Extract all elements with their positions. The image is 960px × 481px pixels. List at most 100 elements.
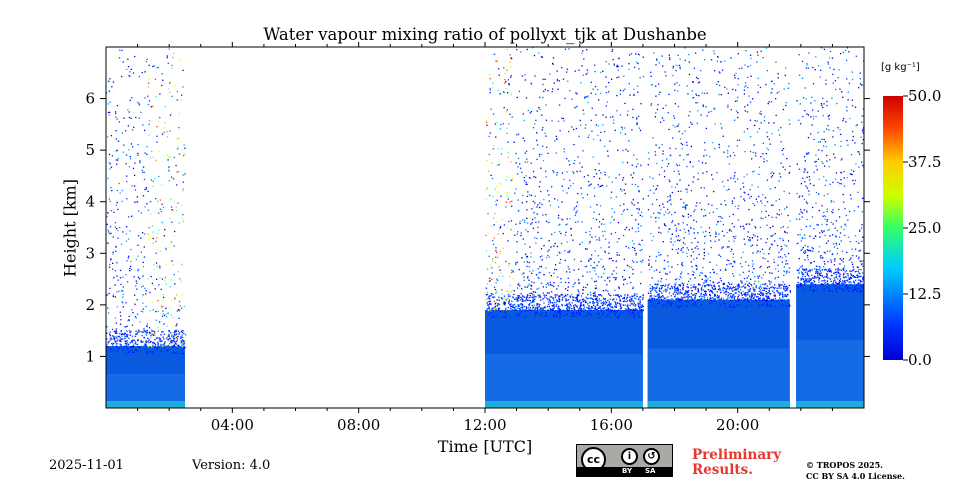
data-point	[122, 333, 124, 335]
data-point	[685, 290, 687, 292]
data-point	[588, 305, 590, 307]
data-point	[773, 122, 775, 124]
data-point	[784, 74, 786, 77]
data-point	[833, 246, 836, 248]
data-point	[495, 60, 497, 62]
data-point	[803, 209, 806, 211]
data-point	[801, 195, 804, 197]
data-point	[180, 351, 182, 354]
data-point	[488, 296, 491, 298]
data-point	[835, 242, 837, 245]
data-point	[182, 340, 185, 342]
data-point	[782, 148, 785, 150]
data-point	[148, 100, 151, 102]
data-point	[847, 144, 849, 146]
data-point	[520, 293, 522, 295]
data-point	[744, 106, 746, 108]
data-point	[173, 156, 176, 159]
data-point	[577, 294, 579, 296]
data-point	[596, 297, 598, 300]
data-point	[854, 179, 857, 182]
data-point	[534, 202, 536, 204]
data-point	[789, 123, 791, 125]
data-point	[807, 245, 809, 248]
data-point	[730, 263, 732, 265]
data-point	[533, 301, 535, 303]
data-point	[723, 235, 725, 237]
data-point	[505, 260, 507, 263]
data-point	[545, 257, 548, 259]
data-point	[531, 272, 533, 274]
data-point	[739, 298, 741, 300]
data-point	[175, 340, 178, 342]
data-point	[170, 176, 173, 178]
data-point	[809, 249, 811, 252]
data-point	[182, 340, 185, 343]
data-point	[596, 298, 598, 301]
data-point	[160, 351, 162, 353]
data-point	[609, 303, 611, 306]
data-point	[753, 124, 756, 127]
data-point	[638, 68, 640, 70]
data-point	[182, 181, 184, 183]
data-point	[807, 250, 809, 252]
data-point	[801, 265, 803, 267]
data-point	[578, 300, 580, 302]
data-point	[671, 213, 673, 216]
data-point	[507, 294, 509, 296]
data-point	[760, 284, 762, 286]
data-point	[654, 289, 656, 291]
data-point	[738, 300, 740, 302]
data-point	[546, 146, 548, 148]
data-point	[136, 288, 138, 290]
data-point	[747, 299, 749, 301]
data-point	[528, 304, 531, 306]
data-point	[118, 347, 120, 350]
data-point	[832, 181, 834, 184]
data-point	[160, 344, 162, 346]
data-point	[167, 168, 169, 170]
data-point	[727, 286, 729, 288]
data-point	[662, 296, 664, 298]
data-point	[615, 272, 618, 275]
data-point	[749, 298, 752, 300]
data-point	[654, 283, 656, 286]
data-point	[640, 103, 642, 105]
data-point	[679, 284, 681, 287]
data-point	[702, 104, 704, 106]
data-point	[162, 206, 165, 209]
data-point	[750, 135, 752, 138]
data-point	[784, 283, 786, 285]
data-point	[563, 178, 565, 181]
data-point	[694, 52, 697, 54]
data-point	[576, 201, 579, 203]
data-point	[123, 345, 126, 347]
data-point	[173, 273, 175, 276]
data-point	[591, 298, 593, 300]
data-point	[768, 297, 771, 300]
data-point	[598, 186, 600, 188]
data-point	[827, 63, 830, 65]
data-point	[537, 294, 539, 296]
data-point	[715, 302, 717, 304]
data-point	[121, 338, 123, 340]
data-point	[749, 278, 752, 280]
data-point	[541, 255, 543, 257]
data-point	[486, 304, 489, 306]
data-point	[809, 235, 811, 237]
data-point	[492, 260, 494, 262]
data-point	[743, 176, 745, 178]
data-point	[155, 278, 158, 280]
data-point	[753, 144, 755, 146]
data-point	[723, 287, 726, 289]
data-point	[842, 119, 844, 122]
data-point	[579, 170, 582, 172]
data-point	[861, 283, 863, 285]
data-point	[546, 297, 548, 299]
data-point	[642, 198, 645, 200]
data-point	[676, 64, 678, 67]
data-point	[817, 265, 819, 268]
data-point	[490, 108, 492, 110]
data-point	[634, 249, 636, 252]
data-point	[635, 252, 637, 255]
